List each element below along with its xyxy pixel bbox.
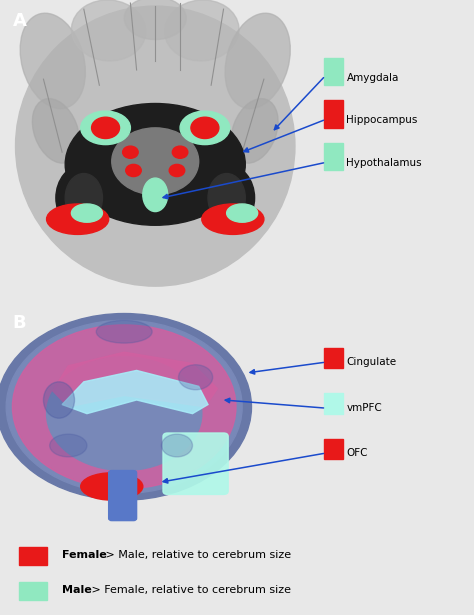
Ellipse shape bbox=[124, 0, 186, 39]
Ellipse shape bbox=[179, 365, 213, 390]
Text: > Female, relative to cerebrum size: > Female, relative to cerebrum size bbox=[88, 585, 291, 595]
Ellipse shape bbox=[180, 111, 230, 145]
Ellipse shape bbox=[6, 320, 242, 493]
Bar bbox=[19, 582, 47, 600]
Text: Amygdala: Amygdala bbox=[346, 73, 399, 82]
Ellipse shape bbox=[44, 382, 74, 418]
Text: B: B bbox=[12, 314, 26, 331]
Ellipse shape bbox=[208, 173, 245, 222]
Text: > Male, relative to cerebrum size: > Male, relative to cerebrum size bbox=[102, 550, 291, 560]
Bar bbox=[324, 347, 343, 368]
Text: vmPFC: vmPFC bbox=[346, 403, 382, 413]
Bar bbox=[324, 393, 343, 414]
Ellipse shape bbox=[12, 325, 236, 489]
Ellipse shape bbox=[16, 6, 295, 286]
Text: A: A bbox=[12, 12, 26, 30]
Text: Male: Male bbox=[62, 585, 91, 595]
Ellipse shape bbox=[46, 204, 109, 234]
Ellipse shape bbox=[169, 164, 185, 177]
Ellipse shape bbox=[123, 146, 138, 158]
FancyBboxPatch shape bbox=[163, 433, 228, 494]
Ellipse shape bbox=[164, 0, 239, 61]
Ellipse shape bbox=[126, 164, 141, 177]
Bar bbox=[324, 58, 343, 85]
Ellipse shape bbox=[227, 204, 258, 222]
Ellipse shape bbox=[91, 117, 119, 138]
Bar bbox=[19, 547, 47, 565]
Ellipse shape bbox=[231, 98, 278, 163]
Ellipse shape bbox=[96, 320, 152, 343]
Ellipse shape bbox=[32, 98, 80, 163]
Ellipse shape bbox=[199, 164, 255, 231]
Ellipse shape bbox=[162, 434, 192, 457]
Text: Hypothalamus: Hypothalamus bbox=[346, 158, 422, 168]
Polygon shape bbox=[62, 370, 208, 414]
Ellipse shape bbox=[202, 204, 264, 234]
Bar bbox=[324, 143, 343, 170]
Ellipse shape bbox=[81, 111, 130, 145]
Ellipse shape bbox=[65, 173, 102, 222]
FancyBboxPatch shape bbox=[109, 470, 137, 520]
Ellipse shape bbox=[225, 13, 290, 109]
Ellipse shape bbox=[191, 117, 219, 138]
Text: Cingulate: Cingulate bbox=[346, 357, 397, 367]
Ellipse shape bbox=[81, 473, 143, 500]
Ellipse shape bbox=[65, 103, 245, 225]
Text: Hippocampus: Hippocampus bbox=[346, 115, 418, 125]
Text: OFC: OFC bbox=[346, 448, 368, 458]
Ellipse shape bbox=[56, 164, 112, 231]
Ellipse shape bbox=[72, 0, 146, 61]
Polygon shape bbox=[53, 352, 217, 407]
Text: Female: Female bbox=[62, 550, 106, 560]
Ellipse shape bbox=[0, 314, 252, 500]
Ellipse shape bbox=[20, 13, 85, 109]
Ellipse shape bbox=[72, 204, 102, 222]
Ellipse shape bbox=[46, 357, 202, 470]
Bar bbox=[324, 100, 343, 128]
Ellipse shape bbox=[50, 434, 87, 457]
Ellipse shape bbox=[143, 178, 168, 212]
Ellipse shape bbox=[112, 128, 199, 195]
Bar bbox=[324, 438, 343, 459]
Ellipse shape bbox=[173, 146, 188, 158]
